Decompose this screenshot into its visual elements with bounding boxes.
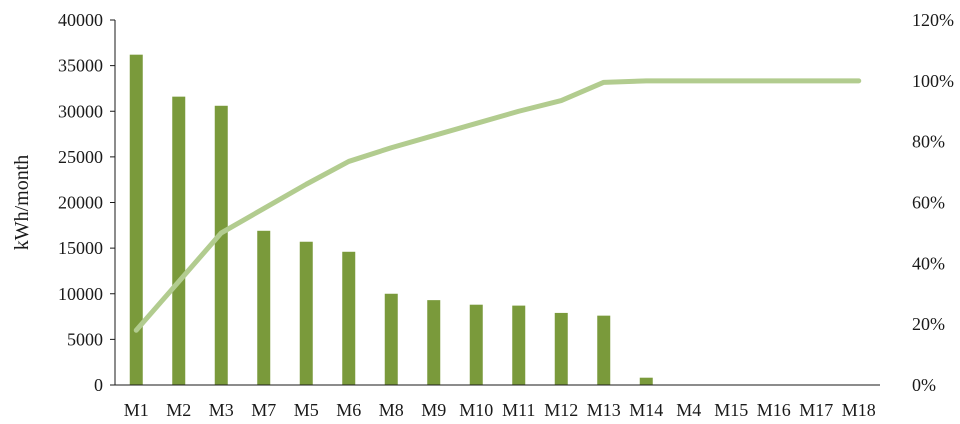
bar-M3 — [214, 105, 228, 386]
bar-M11 — [512, 305, 526, 385]
x-tick-label: M14 — [629, 400, 663, 420]
x-tick-label: M18 — [842, 400, 876, 420]
left-y-tick-label: 20000 — [58, 193, 103, 213]
x-tick-label: M2 — [166, 400, 191, 420]
right-y-tick-label: 100% — [912, 71, 954, 91]
left-y-tick-label: 15000 — [58, 238, 103, 258]
bar-M8 — [384, 293, 398, 385]
bar-M1 — [129, 54, 143, 386]
bar-M5 — [299, 241, 313, 385]
x-tick-label: M6 — [336, 400, 361, 420]
bar-series — [129, 54, 653, 386]
right-y-tick-label: 40% — [912, 253, 945, 273]
x-tick-labels: M1 M2 M3 M7 M5 M6 M8 M9 M10 M11 M12 M13 M14 M4 M15 M16 M… — [124, 400, 876, 420]
x-tick-label: M16 — [757, 400, 791, 420]
right-y-tick-labels: 0% 20% 40% 60% 80% 100% 120% — [912, 10, 954, 395]
x-tick-label: M1 — [124, 400, 149, 420]
right-y-tick-label: 60% — [912, 193, 945, 213]
x-tick-label: M4 — [676, 400, 701, 420]
x-tick-label: M17 — [799, 400, 833, 420]
x-tick-label: M5 — [294, 400, 319, 420]
x-tick-label: M3 — [209, 400, 234, 420]
left-y-tick-label: 35000 — [58, 56, 103, 76]
right-y-tick-label: 0% — [912, 375, 936, 395]
right-y-tick-label: 20% — [912, 314, 945, 334]
x-tick-label: M11 — [502, 400, 535, 420]
y-axis-title: kWh/month — [11, 155, 33, 251]
x-tick-label: M9 — [421, 400, 446, 420]
x-tick-label: M8 — [379, 400, 404, 420]
left-y-tick-label: 10000 — [58, 284, 103, 304]
x-tick-label: M15 — [714, 400, 748, 420]
left-y-tick-label: 40000 — [58, 10, 103, 30]
cumulative-line — [133, 78, 862, 333]
left-y-tick-label: 25000 — [58, 147, 103, 167]
right-y-tick-label: 120% — [912, 10, 954, 30]
cumulative-line-series — [133, 78, 862, 333]
bar-M12 — [554, 312, 568, 385]
bar-M2 — [172, 96, 186, 386]
left-y-tick-label: 5000 — [67, 329, 103, 349]
left-y-tick-labels: 0 5000 10000 15000 20000 25000 30000 35000 40000 — [58, 10, 115, 395]
bar-M13 — [597, 315, 611, 385]
bar-M14 — [639, 377, 653, 385]
bar-M10 — [469, 304, 483, 385]
x-tick-label: M12 — [544, 400, 578, 420]
x-tick-label: M7 — [251, 400, 276, 420]
left-y-tick-label: 30000 — [58, 101, 103, 121]
x-tick-label: M13 — [587, 400, 621, 420]
x-tick-label: M10 — [459, 400, 493, 420]
bar-M9 — [427, 300, 441, 385]
left-y-tick-label: 0 — [94, 375, 103, 395]
bar-M6 — [342, 251, 356, 385]
bar-M7 — [257, 230, 271, 385]
right-y-tick-label: 80% — [912, 132, 945, 152]
